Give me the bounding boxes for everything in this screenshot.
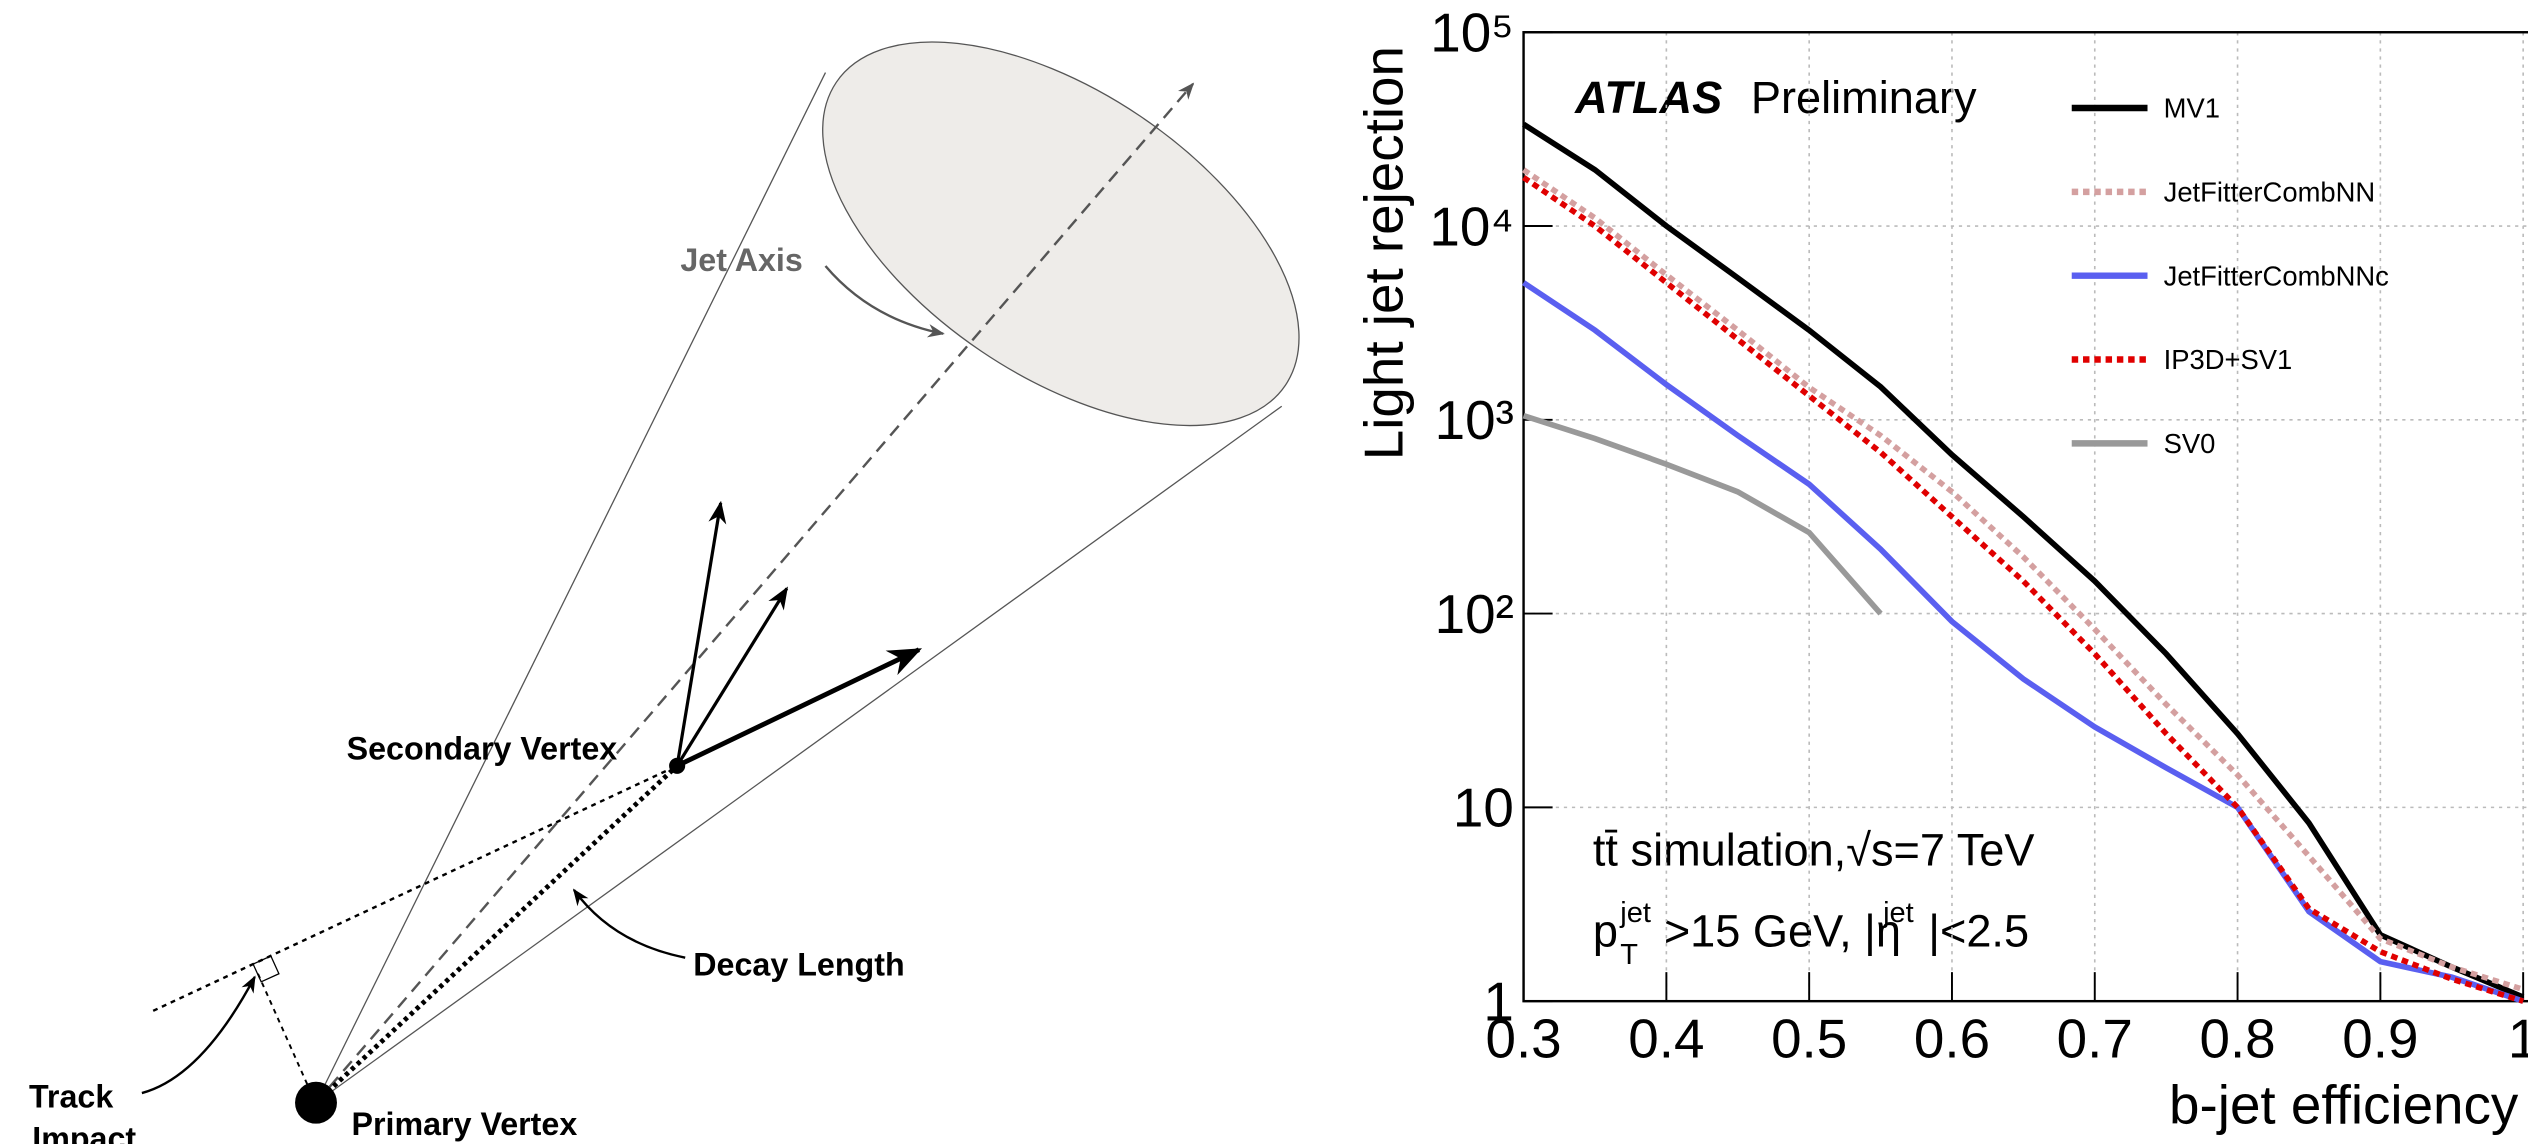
y-tick-label: 10³ (1435, 389, 1514, 451)
cone-edge (315, 72, 827, 1104)
legend-label: SV0 (2164, 428, 2216, 459)
label: Track (29, 1079, 113, 1115)
diagram: Jet Axis Secondary Vertex Decay Length P… (29, 41, 1300, 1144)
annotation: jet (1619, 897, 1651, 929)
x-tick-label: 0.4 (1628, 1008, 1704, 1070)
brand: ATLAS (1574, 72, 1722, 123)
label: Secondary Vertex (347, 730, 618, 766)
decay-path (314, 764, 679, 1105)
plot-frame (1522, 31, 2528, 1003)
x-tick-label: 0.5 (1771, 1008, 1847, 1070)
track (675, 500, 727, 767)
x-axis-title: b-jet efficiency (2169, 1074, 2519, 1136)
legend-label: IP3D+SV1 (2164, 344, 2293, 375)
series-line (1521, 175, 2524, 1004)
label: Jet Axis (680, 242, 802, 278)
label: Impact (32, 1120, 136, 1144)
pointer (824, 265, 945, 338)
chart: Light jet rejection b-jet efficiency ATL… (1353, 2, 2528, 1136)
right-angle (252, 955, 280, 983)
annotation: >15 GeV, |η (1664, 905, 1901, 956)
x-tick-label: 0.6 (1914, 1008, 1990, 1070)
x-tick-label: 1 (2508, 1008, 2528, 1070)
annotation: p (1593, 905, 1618, 956)
cone-edge (315, 405, 1283, 1104)
y-tick-label: 10 (1453, 777, 1514, 839)
y-tick-label: 10⁵ (1430, 2, 1514, 64)
x-tick-label: 0.9 (2342, 1008, 2418, 1070)
series-line (1522, 413, 1883, 616)
series-line (1522, 280, 2525, 1004)
y-axis-title: Light jet rejection (1353, 46, 1415, 460)
annotation: tt̄ simulation,√s=7 TeV (1593, 825, 2035, 876)
annotation: T (1620, 939, 1638, 971)
track-extension (152, 764, 678, 1012)
x-tick-label: 0.8 (2199, 1008, 2275, 1070)
y-tick-label: 1 (1483, 971, 1513, 1033)
series-line (1521, 167, 2525, 993)
label: Primary Vertex (351, 1106, 577, 1142)
annotation: jet (1882, 897, 1914, 929)
pointer (572, 888, 686, 959)
y-tick-label: 10⁴ (1429, 195, 1514, 257)
legend-label: MV1 (2164, 93, 2220, 124)
series-line (1522, 121, 2525, 1000)
legend-label: JetFitterCombNNc (2164, 260, 2389, 291)
primary-vertex (295, 1081, 337, 1124)
label: Decay Length (693, 946, 904, 982)
pointer (141, 975, 256, 1095)
track (675, 586, 789, 767)
status: Preliminary (1751, 72, 1977, 123)
y-tick-label: 10² (1435, 583, 1514, 645)
jet-cone (822, 41, 1300, 427)
track (676, 647, 923, 768)
impact-parameter (257, 973, 313, 1094)
annotation: |<2.5 (1928, 905, 2029, 956)
x-tick-label: 0.7 (2057, 1008, 2133, 1070)
secondary-vertex (669, 757, 686, 774)
x-tick-label: 0.3 (1485, 1008, 1561, 1070)
jet-axis (315, 82, 1195, 1104)
legend-label: JetFitterCombNN (2164, 177, 2376, 208)
